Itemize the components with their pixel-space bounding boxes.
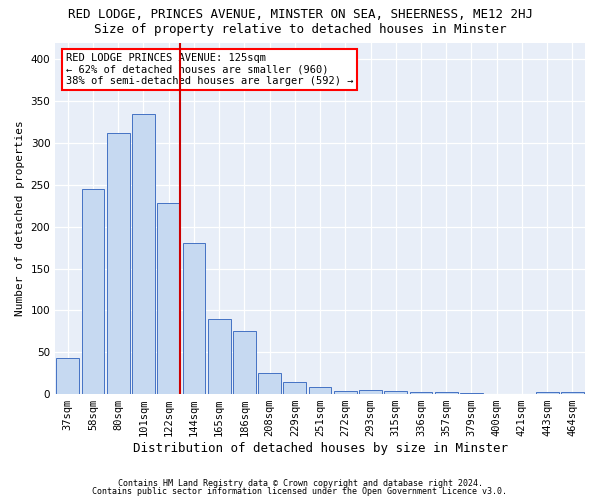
Bar <box>334 390 356 394</box>
Bar <box>561 392 584 394</box>
Bar <box>56 358 79 394</box>
Bar <box>536 392 559 394</box>
Bar <box>132 114 155 394</box>
Text: RED LODGE PRINCES AVENUE: 125sqm
← 62% of detached houses are smaller (960)
38% : RED LODGE PRINCES AVENUE: 125sqm ← 62% o… <box>66 53 353 86</box>
Text: Contains public sector information licensed under the Open Government Licence v3: Contains public sector information licen… <box>92 487 508 496</box>
Text: Contains HM Land Registry data © Crown copyright and database right 2024.: Contains HM Land Registry data © Crown c… <box>118 478 482 488</box>
Bar <box>182 244 205 394</box>
Bar <box>309 386 331 394</box>
Bar <box>208 318 230 394</box>
Bar <box>410 392 433 394</box>
Bar <box>233 332 256 394</box>
Bar <box>385 390 407 394</box>
Bar <box>359 390 382 394</box>
X-axis label: Distribution of detached houses by size in Minster: Distribution of detached houses by size … <box>133 442 508 455</box>
Bar <box>157 203 180 394</box>
Bar <box>435 392 458 394</box>
Y-axis label: Number of detached properties: Number of detached properties <box>15 120 25 316</box>
Bar <box>460 393 483 394</box>
Bar <box>258 373 281 394</box>
Text: Size of property relative to detached houses in Minster: Size of property relative to detached ho… <box>94 22 506 36</box>
Text: RED LODGE, PRINCES AVENUE, MINSTER ON SEA, SHEERNESS, ME12 2HJ: RED LODGE, PRINCES AVENUE, MINSTER ON SE… <box>67 8 533 20</box>
Bar <box>283 382 306 394</box>
Bar <box>82 189 104 394</box>
Bar <box>107 133 130 394</box>
